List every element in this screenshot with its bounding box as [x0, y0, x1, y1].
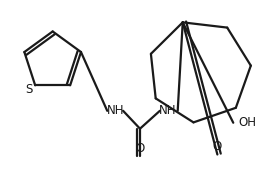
Text: S: S — [25, 83, 33, 96]
Text: O: O — [213, 140, 222, 153]
Text: O: O — [135, 142, 145, 155]
Text: NH: NH — [159, 104, 176, 117]
Text: NH: NH — [106, 104, 124, 117]
Text: OH: OH — [238, 116, 256, 129]
